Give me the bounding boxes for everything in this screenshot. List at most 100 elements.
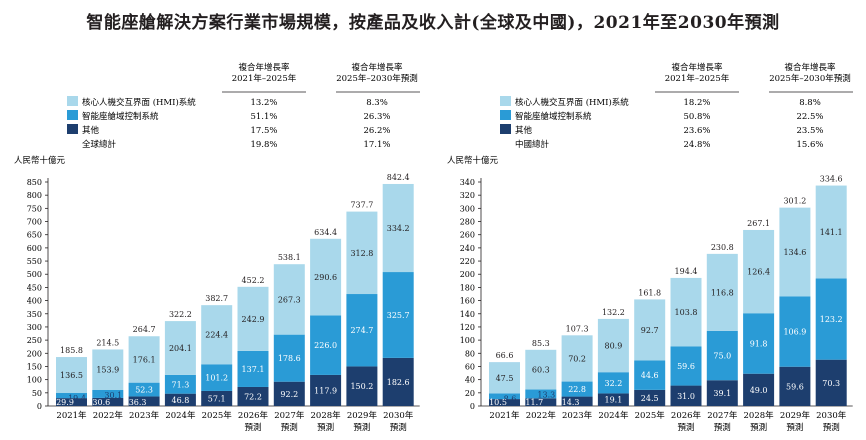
global-y-tick-label: 850: [27, 178, 42, 187]
global-x-tick-forecast-label: 預測: [244, 422, 261, 433]
global-bar-domain-4: [201, 364, 233, 391]
china-label-domain-5: 59.6: [677, 362, 695, 371]
global-legend-cagr-2025-2030: 8.3%: [366, 98, 388, 108]
global-bar-hmi-7: [310, 238, 342, 316]
china-label-hmi-0: 47.5: [496, 374, 514, 383]
china-legend-label: 其他: [515, 125, 533, 136]
global-y-tick-label: 300: [27, 323, 42, 332]
china-bar-domain-8: [779, 296, 811, 367]
global-legend-swatch-other: [67, 124, 78, 134]
global-y-tick-label: 500: [27, 270, 42, 279]
global-label-hmi-1: 153.9: [96, 366, 119, 375]
global-label-other-8: 150.2: [350, 382, 373, 391]
global-bar-hmi-0: [56, 357, 87, 394]
global-legend-cagr-2025-2030: 26.2%: [363, 126, 390, 136]
global-x-tick-label: 2024年: [165, 410, 196, 421]
global-legend-cagr-2021-2025: 51.1%: [250, 112, 277, 122]
global-bar-hmi-8: [346, 211, 378, 295]
china-y-tick-label: 120: [460, 323, 475, 332]
china-bar-other-3: [597, 393, 629, 406]
china-label-domain-3: 32.2: [604, 379, 622, 388]
global-bar-other-0: [56, 398, 87, 406]
global-bar-domain-1: [92, 390, 124, 398]
china-bar-domain-3: [597, 372, 629, 394]
global-label-hmi-5: 242.9: [242, 315, 265, 324]
china-x-tick-label: 2024年: [598, 410, 629, 421]
global-bar-hmi-4: [201, 305, 233, 365]
global-cagr-header-2-line: 2025年–2030年預測: [336, 73, 418, 84]
china-bar-hmi-0: [489, 362, 520, 394]
china-label-hmi-2: 70.2: [568, 354, 586, 363]
china-label-domain-9: 123.2: [820, 315, 843, 324]
global-label-hmi-3: 204.1: [169, 344, 192, 353]
china-x-tick-forecast-label: 預測: [786, 422, 803, 433]
china-bar-other-0: [489, 399, 520, 406]
global-label-hmi-7: 290.6: [314, 273, 337, 282]
china-bar-hmi-8: [779, 207, 811, 297]
global-y-tick-label: 550: [27, 257, 42, 266]
china-total-label-6: 230.8: [711, 243, 734, 252]
global-bar-hmi-2: [128, 336, 160, 383]
global-total-label-2: 264.7: [133, 325, 156, 334]
global-legend-swatch-hmi: [67, 96, 78, 106]
global-total-label-4: 382.7: [205, 294, 228, 303]
china-y-tick-label: 140: [460, 310, 475, 319]
global-y-tick-label: 0: [37, 402, 42, 411]
china-y-tick-label: 60: [465, 362, 475, 371]
china-bar-other-9: [815, 359, 847, 406]
global-bar-domain-7: [310, 315, 342, 375]
china-label-other-8: 59.6: [786, 382, 804, 391]
global-bar-hmi-6: [273, 264, 305, 335]
global-total-label-0: 185.8: [60, 346, 83, 355]
china-legend-label: 中國總計: [515, 139, 550, 150]
china-total-label-8: 301.2: [783, 197, 806, 206]
china-label-domain-1: 13.3: [537, 391, 555, 400]
global-y-tick-label: 450: [27, 283, 42, 292]
china-label-domain-2: 22.8: [568, 385, 586, 394]
china-cagr-header-1-line: 2021年–2025年: [665, 73, 730, 84]
global-y-tick-label: 200: [27, 349, 42, 358]
global-y-tick-label: 600: [27, 244, 42, 253]
global-y-tick-label: 50: [32, 389, 42, 398]
china-legend-cagr-2025-2030: 23.5%: [796, 126, 823, 136]
china-x-tick-label: 2026年: [671, 410, 702, 421]
global-bar-domain-8: [346, 294, 378, 367]
china-y-tick-label: 260: [460, 231, 475, 240]
china-legend-swatch-other: [500, 124, 511, 134]
global-label-hmi-9: 334.2: [387, 224, 410, 233]
china-y-tick-label: 340: [460, 178, 475, 187]
china-bar-domain-6: [706, 330, 738, 381]
global-bar-domain-9: [382, 272, 414, 358]
china-label-domain-7: 91.8: [750, 339, 768, 348]
china-label-hmi-7: 126.4: [747, 268, 770, 277]
china-cagr-header-1-line: 複合年增長率: [671, 62, 723, 73]
global-label-hmi-8: 312.8: [350, 249, 373, 258]
global-label-domain-9: 325.7: [387, 311, 410, 320]
global-legend-swatch-domain: [67, 110, 78, 120]
global-bar-hmi-5: [237, 286, 269, 351]
china-label-other-0: 10.5: [489, 398, 507, 407]
china-y-tick-label: 0: [470, 402, 475, 411]
china-legend-swatch-hmi: [500, 96, 511, 106]
china-bar-hmi-5: [670, 277, 702, 347]
global-total-label-6: 538.1: [278, 253, 301, 262]
global-label-domain-7: 226.0: [314, 341, 337, 350]
page-title: 智能座艙解決方案行業市場規模，按產品及收入計(全球及中國)，2021年至2030…: [86, 13, 780, 33]
global-bar-domain-0: [56, 393, 87, 399]
global-label-other-0: 29.9: [56, 398, 74, 407]
china-total-label-1: 85.3: [532, 339, 550, 348]
china-total-label-5: 194.4: [675, 267, 698, 276]
global-cagr-header-2-line: 複合年增長率: [351, 62, 403, 73]
china-label-other-3: 19.1: [604, 396, 622, 405]
china-legend-cagr-2025-2030: 8.8%: [799, 98, 821, 108]
china-legend-cagr-2021-2025: 23.6%: [683, 126, 710, 136]
global-bar-other-4: [201, 390, 233, 406]
china-label-hmi-5: 103.8: [675, 308, 698, 317]
china-y-tick-label: 80: [465, 349, 475, 358]
china-label-other-1: 11.7: [525, 398, 543, 407]
global-legend-label: 全球總計: [82, 139, 117, 150]
global-bar-hmi-1: [92, 349, 124, 391]
global-y-axis-label: 人民幣十億元: [14, 155, 66, 166]
china-label-domain-6: 75.0: [713, 352, 731, 361]
china-x-tick-forecast-label: 預測: [677, 422, 694, 433]
